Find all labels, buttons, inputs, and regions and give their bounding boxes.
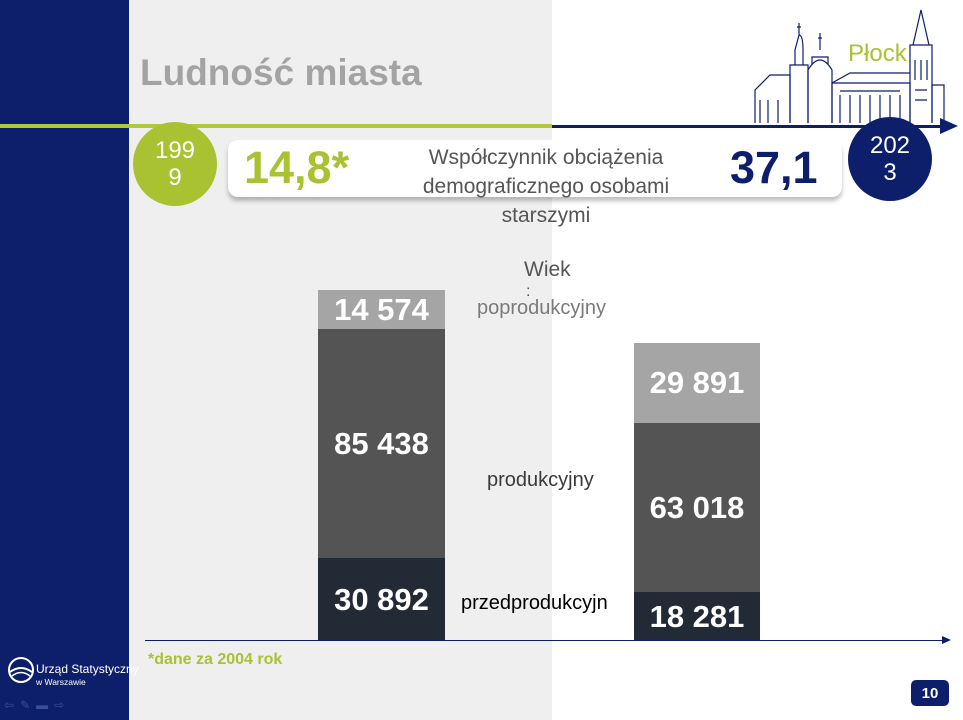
bar-value-label: 18 281 xyxy=(649,598,745,634)
end-year-badge: 2023 xyxy=(848,117,932,201)
bar-segment-poprodukcyjny-2023: 29 891 xyxy=(634,343,760,423)
x-axis-line xyxy=(145,640,943,641)
bar-segment-produkcyjny-1999: 85 438 xyxy=(318,329,445,558)
bar-value-label: 63 018 xyxy=(649,489,745,525)
bar-segment-przedprodukcyjny-2023: 18 281 xyxy=(634,592,760,641)
menu-icon[interactable]: ▬ xyxy=(36,698,49,712)
page-number: 10 xyxy=(911,680,949,706)
legend-title: Wiek xyxy=(524,258,571,281)
bar-segment-poprodukcyjny-1999: 14 574 xyxy=(318,290,445,329)
bar-segment-przedprodukcyjny-1999: 30 892 xyxy=(318,558,445,641)
institution-name: Urząd Statystyczny w Warszawie xyxy=(36,662,139,688)
gus-logo-icon xyxy=(8,657,34,683)
timeline-arrow-icon xyxy=(940,118,958,134)
legend-title-colon: : xyxy=(526,283,531,300)
bar-value-label: 30 892 xyxy=(334,581,429,617)
series-label-poprodukcyjny: poprodukcyjny xyxy=(477,297,606,319)
bar-value-label: 85 438 xyxy=(334,425,429,461)
coefficient-label: Współczynnik obciążenia demograficznego … xyxy=(422,146,670,227)
x-axis-arrow-icon xyxy=(942,636,951,644)
footnote: *dane za 2004 rok xyxy=(148,651,283,668)
bar-value-label: 29 891 xyxy=(649,365,745,400)
city-name: Płock xyxy=(848,40,907,67)
coefficient-start-value: 14,8* xyxy=(244,142,350,193)
slide-navigation: ⇦ ✎ ▬ ⇨ xyxy=(4,698,64,712)
timeline-line-past xyxy=(0,124,552,128)
bar-segment-produkcyjny-2023: 63 018 xyxy=(634,423,760,592)
series-label-produkcyjny: produkcyjny xyxy=(487,469,594,491)
series-label-przedprodukcyjny: przedprodukcyjn xyxy=(461,592,608,614)
cathedral-skyline-icon xyxy=(754,9,945,123)
coefficient-box xyxy=(228,140,842,197)
slide-title: Ludność miasta xyxy=(140,52,422,93)
timeline-line-present xyxy=(552,125,942,128)
sidebar xyxy=(0,0,129,720)
previous-slide-icon[interactable]: ⇦ xyxy=(4,698,15,712)
next-slide-icon[interactable]: ⇨ xyxy=(54,698,65,712)
start-year-badge: 1999 xyxy=(133,122,217,206)
bar-value-label: 14 574 xyxy=(334,291,429,327)
pen-icon[interactable]: ✎ xyxy=(20,698,31,712)
coefficient-end-value: 37,1 xyxy=(730,142,818,193)
